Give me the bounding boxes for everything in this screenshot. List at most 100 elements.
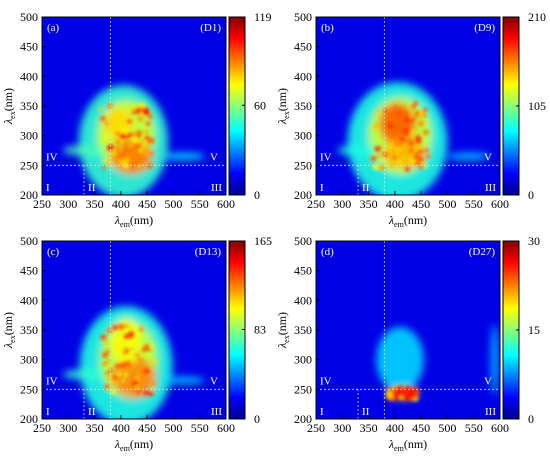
intensity-speckle: [112, 374, 119, 381]
x-tick-label: 350: [86, 421, 104, 435]
x-tick-label: 450: [138, 197, 156, 211]
intensity-speckle: [127, 331, 135, 338]
x-tick-label: 600: [491, 197, 509, 211]
region-label: V: [484, 151, 492, 163]
intensity-speckle: [128, 142, 133, 148]
x-tick-label: 550: [465, 197, 483, 211]
intensity-speckle: [394, 146, 402, 153]
intensity-speckle: [120, 362, 127, 369]
x-tick-label: 550: [465, 421, 483, 435]
intensity-speckle: [101, 351, 109, 359]
intensity-blob: [447, 152, 490, 160]
y-tick-label: 250: [294, 382, 312, 396]
intensity-speckle: [411, 105, 415, 110]
panel-label: (c): [47, 246, 60, 258]
y-tick-label: 200: [20, 412, 38, 426]
intensity-speckle: [121, 378, 125, 383]
intensity-speckle: [104, 370, 110, 376]
intensity-speckle: [412, 154, 419, 161]
x-tick-label: 300: [333, 197, 351, 211]
y-axis-label: λex(nm): [275, 88, 291, 125]
y-tick-label: 200: [20, 188, 38, 202]
intensity-speckle: [404, 166, 410, 172]
intensity-speckle: [417, 156, 424, 162]
region-label: IV: [320, 375, 332, 387]
intensity-speckle: [102, 133, 110, 140]
intensity-speckle: [108, 368, 114, 373]
intensity-speckle: [148, 390, 154, 397]
colorbar-tick-label: 210: [528, 10, 546, 24]
intensity-blob: [162, 376, 205, 384]
region-label: III: [485, 406, 496, 418]
intensity-speckle: [136, 352, 140, 356]
panel-label: (b): [321, 22, 334, 34]
intensity-speckle: [104, 384, 111, 390]
intensity-speckle: [391, 390, 399, 397]
intensity-speckle: [108, 122, 114, 127]
intensity-speckle: [111, 150, 117, 157]
y-tick-label: 200: [294, 412, 312, 426]
colorbar-tick-label: 0: [254, 188, 260, 202]
region-label: III: [211, 406, 222, 418]
intensity-speckle: [399, 136, 405, 143]
heatmap-area: [42, 17, 226, 195]
y-tick-label: 350: [20, 323, 38, 337]
intensity-speckle: [107, 102, 113, 109]
intensity-speckle: [121, 348, 126, 353]
intensity-speckle: [105, 122, 109, 126]
x-tick-label: 450: [412, 421, 430, 435]
intensity-speckle: [132, 379, 140, 387]
intensity-speckle: [130, 131, 136, 138]
intensity-speckle: [135, 143, 141, 149]
intensity-speckle: [386, 391, 394, 398]
y-axis-label: λex(nm): [1, 312, 17, 349]
region-label: I: [320, 406, 324, 418]
intensity-speckle: [418, 165, 424, 170]
region-label: IV: [46, 151, 58, 163]
x-tick-label: 250: [33, 197, 51, 211]
intensity-speckle: [401, 110, 408, 118]
y-tick-label: 250: [20, 158, 38, 172]
intensity-speckle: [138, 101, 146, 109]
y-tick-label: 500: [20, 10, 38, 24]
region-label: II: [362, 406, 370, 418]
y-tick-label: 400: [294, 293, 312, 307]
x-tick-label: 300: [333, 421, 351, 435]
region-label: II: [88, 182, 96, 194]
region-label: V: [484, 375, 492, 387]
intensity-speckle: [374, 123, 380, 129]
intensity-speckle: [137, 148, 142, 153]
x-tick-label: 350: [86, 197, 104, 211]
y-tick-label: 200: [294, 188, 312, 202]
y-tick-label: 400: [20, 293, 38, 307]
colorbar-tick-label: 60: [254, 98, 266, 112]
intensity-speckle: [393, 396, 399, 401]
intensity-speckle: [113, 344, 121, 352]
intensity-speckle: [425, 148, 429, 152]
intensity-speckle: [140, 346, 148, 353]
colorbar: [228, 16, 246, 196]
intensity-speckle: [406, 138, 411, 143]
intensity-speckle: [106, 159, 112, 166]
intensity-speckle: [127, 135, 131, 139]
intensity-speckle: [375, 109, 380, 115]
y-tick-label: 500: [294, 234, 312, 248]
region-label: I: [320, 182, 324, 194]
intensity-speckle: [402, 389, 407, 394]
colorbar-tick-label: 30: [528, 234, 540, 248]
intensity-speckle: [417, 120, 425, 127]
intensity-speckle: [397, 108, 402, 112]
intensity-speckle: [423, 107, 428, 113]
y-tick-label: 350: [294, 99, 312, 113]
intensity-speckle: [124, 323, 130, 329]
colorbar-tick-label: 15: [528, 323, 540, 337]
intensity-speckle: [399, 141, 404, 146]
heatmap-area: [316, 241, 500, 419]
colorbar: [228, 240, 246, 420]
region-label: IV: [320, 151, 332, 163]
intensity-speckle: [144, 135, 151, 142]
y-tick-label: 350: [20, 99, 38, 113]
